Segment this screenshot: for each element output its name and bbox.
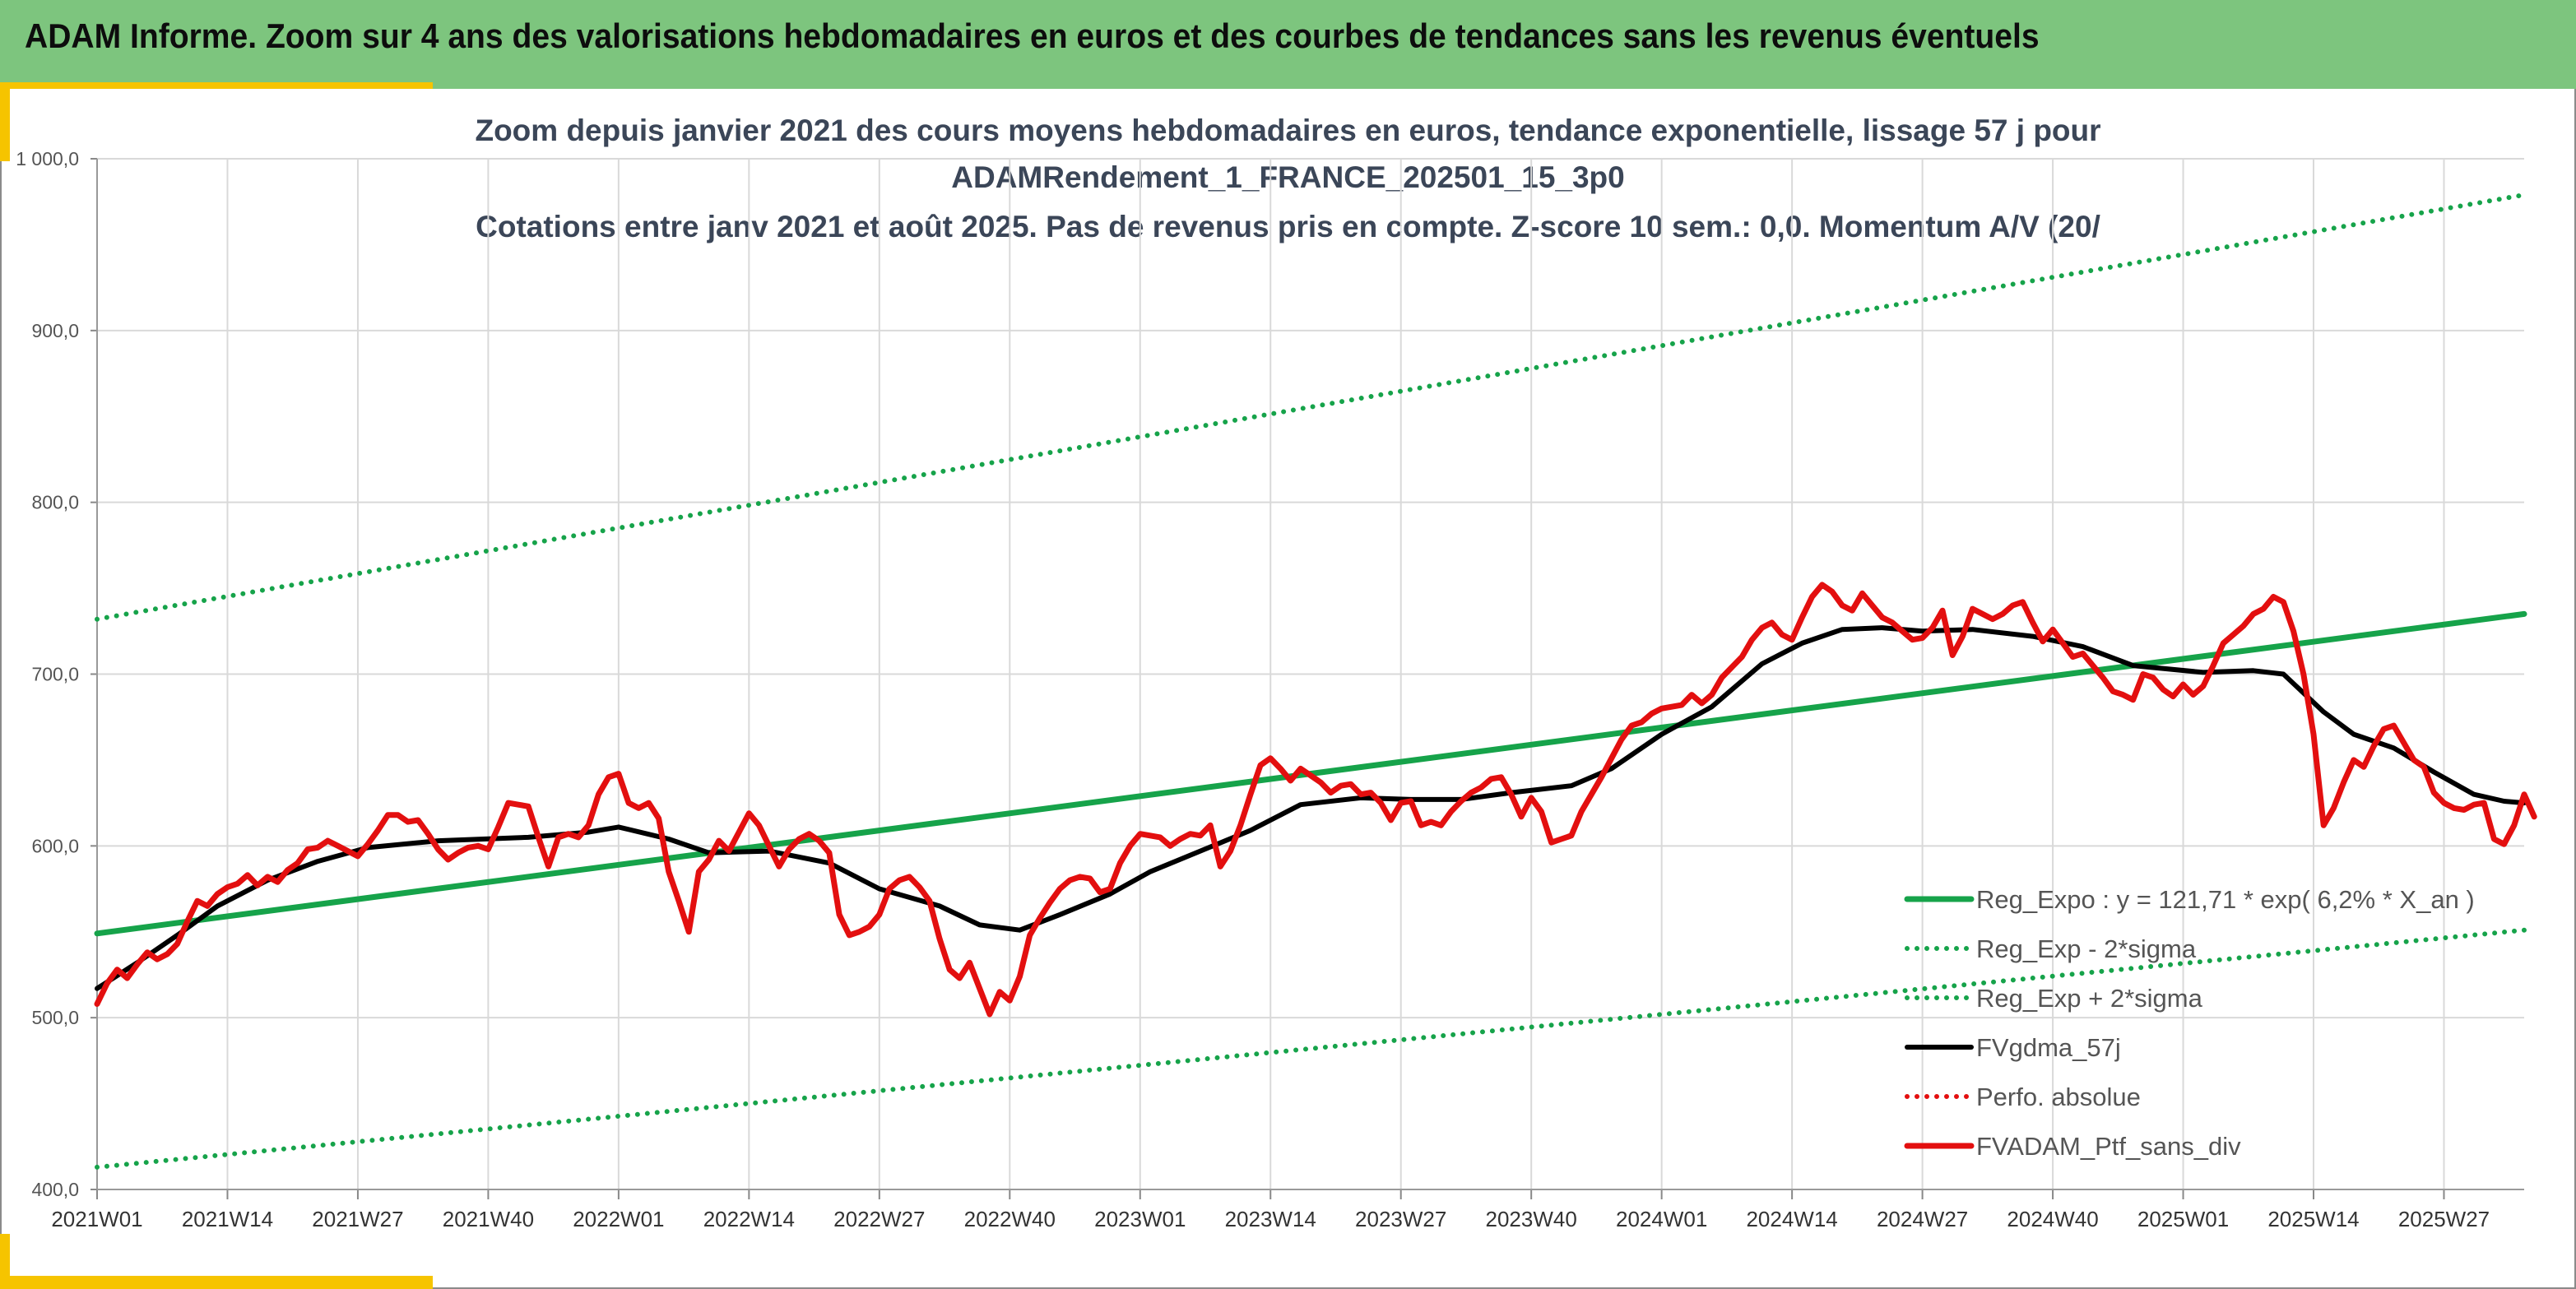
y-tick-label: 700,0 xyxy=(31,664,79,685)
chart-title-line-3: Cotations entre janv 2021 et août 2025. … xyxy=(476,210,2100,243)
x-tick-label: 2022W01 xyxy=(573,1207,664,1231)
legend-label-0: Reg_Expo : y = 121,71 * exp( 6,2% * X_an… xyxy=(1976,885,2475,914)
y-tick-label: 600,0 xyxy=(31,835,79,856)
legend-label-5: FVADAM_Ptf_sans_div xyxy=(1976,1132,2241,1161)
accent-bar-bottom xyxy=(0,1276,433,1289)
series-line-5 xyxy=(94,582,2537,1018)
y-tick-label: 800,0 xyxy=(31,492,79,513)
report-title: ADAM Informe. Zoom sur 4 ans des valoris… xyxy=(25,16,2040,55)
x-tick-label: 2025W27 xyxy=(2398,1207,2490,1231)
series-line-1 xyxy=(95,927,2527,1170)
x-tick-label: 2025W14 xyxy=(2267,1207,2359,1231)
chart-title-line-2: ADAMRendement_1_FRANCE_202501_15_3p0 xyxy=(951,160,1625,194)
x-tick-label: 2021W14 xyxy=(182,1207,273,1231)
x-tick-label: 2024W14 xyxy=(1746,1207,1837,1231)
x-tick-label: 2023W14 xyxy=(1225,1207,1316,1231)
x-tick-label: 2021W40 xyxy=(443,1207,534,1231)
x-tick-label: 2022W14 xyxy=(703,1207,795,1231)
y-tick-label: 900,0 xyxy=(31,320,79,341)
x-tick-label: 2024W40 xyxy=(2007,1207,2098,1231)
x-tick-label: 2021W01 xyxy=(51,1207,142,1231)
legend-label-3: FVgdma_57j xyxy=(1976,1033,2121,1062)
x-tick-label: 2022W40 xyxy=(964,1207,1056,1231)
x-tick-label: 2024W01 xyxy=(1616,1207,1707,1231)
legend-label-1: Reg_Exp - 2*sigma xyxy=(1976,934,2197,963)
report-banner: ADAM Informe. Zoom sur 4 ans des valoris… xyxy=(0,0,2576,89)
x-tick-label: 2021W27 xyxy=(312,1207,403,1231)
accent-bar-left xyxy=(0,82,10,161)
x-tick-label: 2023W27 xyxy=(1355,1207,1446,1231)
chart-title-line-1: Zoom depuis janvier 2021 des cours moyen… xyxy=(475,114,2101,147)
legend-label-2: Reg_Exp + 2*sigma xyxy=(1976,984,2203,1013)
series-line-2 xyxy=(95,192,2527,622)
x-tick-label: 2024W27 xyxy=(1877,1207,1968,1231)
x-tick-label: 2025W01 xyxy=(2137,1207,2229,1231)
x-tick-label: 2022W27 xyxy=(833,1207,925,1231)
accent-bar-top xyxy=(0,82,433,89)
y-tick-label: 400,0 xyxy=(31,1179,79,1200)
y-tick-label: 500,0 xyxy=(31,1007,79,1028)
y-tick-label: 1 000,0 xyxy=(16,148,79,169)
accent-bar-bottom-left xyxy=(0,1234,10,1289)
x-tick-label: 2023W01 xyxy=(1094,1207,1186,1231)
x-tick-label: 2023W40 xyxy=(1486,1207,1577,1231)
legend-label-4: Perfo. absolue xyxy=(1976,1083,2141,1111)
